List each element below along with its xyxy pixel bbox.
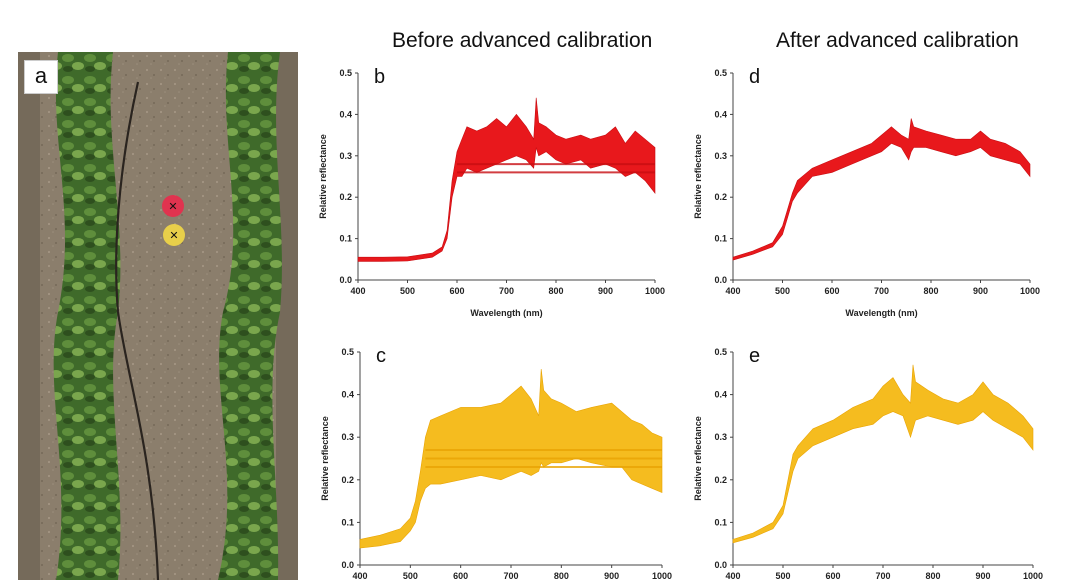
y-tick-label: 0.2	[339, 192, 352, 202]
x-tick-label: 800	[923, 286, 938, 296]
svg-text:✕: ✕	[169, 230, 178, 242]
x-tick-label: 400	[725, 286, 740, 296]
x-tick-label: 900	[598, 286, 613, 296]
x-tick-label: 700	[875, 571, 890, 580]
x-tick-label: 1000	[1020, 286, 1040, 296]
y-tick-label: 0.5	[341, 347, 354, 357]
x-tick-label: 400	[350, 286, 365, 296]
x-tick-label: 900	[604, 571, 619, 580]
reflectance-band	[357, 97, 656, 262]
x-tick-label: 500	[403, 571, 418, 580]
x-tick-label: 1000	[645, 286, 665, 296]
chart-d: 0.0 0.1 0.2 0.3 0.4 0.5 400 500 600 700 800 900 1000…	[693, 66, 1040, 318]
x-tick-label: 600	[824, 286, 839, 296]
y-tick-label: 0.0	[714, 275, 727, 285]
x-tick-label: 400	[352, 571, 367, 580]
x-tick-label: 500	[400, 286, 415, 296]
x-tick-label: 600	[449, 286, 464, 296]
chart-b: 0.0 0.1 0.2 0.3 0.4 0.5 400 500 600 700 800 900 1000…	[318, 66, 665, 318]
y-tick-label: 0.5	[714, 347, 727, 357]
x-axis-label: Wavelength (nm)	[470, 308, 542, 318]
y-tick-label: 0.1	[714, 517, 727, 527]
x-tick-label: 700	[874, 286, 889, 296]
x-axis-label: Wavelength (nm)	[845, 308, 917, 318]
y-tick-label: 0.4	[341, 390, 354, 400]
panel-label-e: e	[749, 345, 760, 367]
y-axis-label: Relative reflectance	[320, 416, 330, 501]
x-tick-label: 500	[775, 571, 790, 580]
x-tick-label: 700	[503, 571, 518, 580]
reflectance-band	[732, 118, 1031, 261]
field-photo-image: ✕ ✕	[18, 52, 298, 580]
x-tick-label: 400	[725, 571, 740, 580]
svg-text:✕: ✕	[168, 201, 177, 213]
y-tick-label: 0.3	[714, 151, 727, 161]
y-tick-label: 0.3	[341, 432, 354, 442]
x-tick-label: 800	[548, 286, 563, 296]
chart-c: 0.0 0.1 0.2 0.3 0.4 0.5 400 500 600 700 800 900 1000…	[320, 345, 672, 580]
x-tick-label: 1000	[1023, 571, 1043, 580]
x-tick-label: 900	[973, 286, 988, 296]
x-tick-label: 500	[775, 286, 790, 296]
y-tick-label: 0.2	[341, 475, 354, 485]
panel-label-d: d	[749, 66, 760, 88]
x-tick-label: 700	[499, 286, 514, 296]
x-tick-label: 600	[453, 571, 468, 580]
red-target	[162, 195, 184, 217]
y-tick-label: 0.2	[714, 475, 727, 485]
yellow-target	[163, 224, 185, 246]
y-tick-label: 0.4	[714, 109, 727, 119]
x-tick-label: 600	[825, 571, 840, 580]
y-tick-label: 0.0	[339, 275, 352, 285]
y-tick-label: 0.3	[714, 432, 727, 442]
y-axis-label: Relative reflectance	[318, 134, 328, 219]
reflectance-band	[732, 364, 1034, 544]
y-tick-label: 0.0	[341, 560, 354, 570]
y-tick-label: 0.5	[339, 68, 352, 78]
y-tick-label: 0.4	[339, 109, 352, 119]
y-axis-label: Relative reflectance	[693, 416, 703, 501]
field-photo: ✕ ✕ a	[18, 52, 298, 580]
x-tick-label: 800	[554, 571, 569, 580]
chart-e: 0.0 0.1 0.2 0.3 0.4 0.5 400 500 600 700 800 900 1000…	[693, 345, 1043, 580]
y-axis-label: Relative reflectance	[693, 134, 703, 219]
panel-label-b: b	[374, 66, 385, 88]
panel-label-a: a	[24, 60, 58, 94]
y-tick-label: 0.0	[714, 560, 727, 570]
header-before-calibration: Before advanced calibration	[392, 29, 653, 52]
panel-label-c: c	[376, 345, 386, 367]
y-tick-label: 0.1	[339, 234, 352, 244]
y-tick-label: 0.4	[714, 390, 727, 400]
x-tick-label: 900	[975, 571, 990, 580]
y-tick-label: 0.3	[339, 151, 352, 161]
x-tick-label: 800	[925, 571, 940, 580]
y-tick-label: 0.2	[714, 192, 727, 202]
y-tick-label: 0.1	[714, 234, 727, 244]
y-tick-label: 0.1	[341, 517, 354, 527]
header-after-calibration: After advanced calibration	[776, 29, 1019, 52]
y-tick-label: 0.5	[714, 68, 727, 78]
x-tick-label: 1000	[652, 571, 672, 580]
